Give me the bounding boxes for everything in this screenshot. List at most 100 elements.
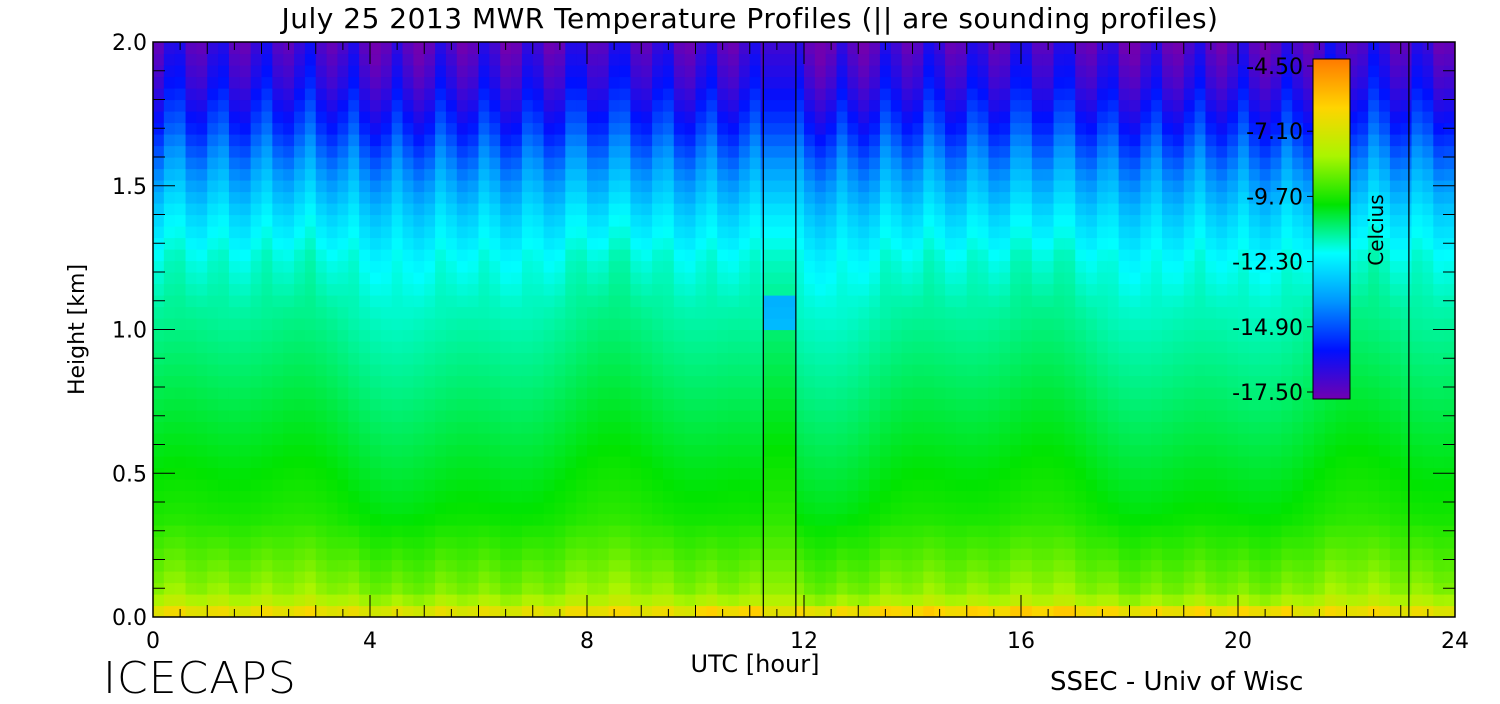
heatmap-cell [814, 168, 827, 181]
heatmap-cell [185, 318, 197, 331]
heatmap-cell [912, 88, 924, 101]
heatmap-cell [370, 99, 382, 112]
heatmap-cell [402, 260, 414, 273]
heatmap-cell [901, 410, 914, 423]
heatmap-cell [1172, 421, 1185, 434]
heatmap-cell [999, 134, 1011, 147]
heatmap-cell [836, 99, 848, 112]
heatmap-cell [261, 295, 273, 308]
heatmap-cell [641, 525, 653, 538]
heatmap-cell [163, 433, 176, 446]
heatmap-cell [196, 329, 208, 342]
heatmap-cell [955, 53, 968, 66]
heatmap-cell [196, 53, 208, 66]
heatmap-cell [1129, 318, 1141, 331]
heatmap-cell [1129, 421, 1141, 434]
heatmap-cell [1118, 53, 1131, 66]
heatmap-cell [1227, 548, 1239, 561]
heatmap-cell [391, 122, 404, 135]
heatmap-cell [326, 191, 339, 204]
heatmap-cell [250, 226, 263, 239]
heatmap-cell [879, 203, 892, 216]
heatmap-cell [662, 272, 675, 285]
heatmap-cell [977, 444, 990, 457]
heatmap-cell [1053, 605, 1065, 617]
heatmap-cell [348, 582, 360, 595]
heatmap-cell [239, 111, 252, 124]
heatmap-cell [1096, 352, 1109, 365]
heatmap-cell [1010, 214, 1022, 227]
heatmap-cell [456, 226, 469, 239]
heatmap-cell [858, 111, 870, 124]
heatmap-cell [1205, 398, 1217, 411]
heatmap-cell [858, 605, 870, 617]
heatmap-cell [988, 559, 1000, 572]
heatmap-cell [988, 490, 1000, 503]
heatmap-cell [836, 180, 848, 193]
heatmap-cell [163, 421, 176, 434]
heatmap-cell [999, 237, 1011, 250]
heatmap-cell [890, 249, 903, 262]
heatmap-cell [695, 237, 707, 250]
heatmap-cell [879, 433, 892, 446]
heatmap-cell [1162, 329, 1174, 342]
heatmap-cell [153, 42, 165, 55]
heatmap-cell [1064, 341, 1076, 354]
heatmap-cell [695, 214, 707, 227]
heatmap-cell [934, 341, 946, 354]
heatmap-cell [380, 249, 393, 262]
heatmap-cell [999, 421, 1011, 434]
heatmap-cell [728, 53, 740, 66]
heatmap-cell [587, 134, 599, 147]
heatmap-cell [163, 318, 176, 331]
heatmap-cell [413, 444, 425, 457]
heatmap-cell [304, 134, 317, 147]
heatmap-cell [587, 387, 599, 400]
heatmap-cell [804, 226, 816, 239]
heatmap-cell [1042, 180, 1055, 193]
heatmap-cell [662, 559, 675, 572]
heatmap-cell [532, 157, 545, 170]
heatmap-cell [1129, 99, 1141, 112]
heatmap-cell [706, 456, 718, 469]
heatmap-cell [1064, 444, 1076, 457]
heatmap-cell [1140, 433, 1152, 446]
heatmap-cell [836, 191, 848, 204]
heatmap-cell [955, 318, 968, 331]
heatmap-cell [326, 99, 339, 112]
heatmap-cell [1064, 180, 1076, 193]
heatmap-cell [695, 387, 707, 400]
heatmap-cell [456, 65, 469, 78]
chart-title: July 25 2013 MWR Temperature Profiles (|… [281, 2, 1219, 35]
heatmap-cell [326, 341, 339, 354]
heatmap-cell [543, 283, 556, 296]
heatmap-cell [1021, 341, 1033, 354]
heatmap-cell [391, 444, 404, 457]
heatmap-cell [1194, 249, 1207, 262]
heatmap-cell [283, 318, 295, 331]
heatmap-cell [793, 479, 805, 492]
heatmap-cell [359, 272, 371, 285]
heatmap-cell [728, 433, 740, 446]
heatmap-cell [521, 295, 534, 308]
heatmap-cell [576, 168, 588, 181]
heatmap-cell [901, 605, 914, 617]
heatmap-cell [1021, 387, 1033, 400]
heatmap-cell [1053, 42, 1065, 55]
heatmap-cell [999, 433, 1011, 446]
heatmap-cell [1172, 111, 1185, 124]
heatmap-cell [196, 513, 208, 526]
heatmap-cell [630, 99, 642, 112]
heatmap-cell [728, 157, 740, 170]
heatmap-cell [1162, 134, 1174, 147]
heatmap-cell [1107, 306, 1120, 319]
heatmap-cell [1162, 237, 1174, 250]
heatmap-cell [163, 352, 176, 365]
heatmap-cell [999, 157, 1011, 170]
heatmap-cell [1172, 536, 1185, 549]
heatmap-cell [467, 99, 480, 112]
heatmap-cell [294, 513, 306, 526]
heatmap-cell [814, 605, 827, 617]
heatmap-cell [413, 306, 425, 319]
heatmap-cell [391, 53, 404, 66]
